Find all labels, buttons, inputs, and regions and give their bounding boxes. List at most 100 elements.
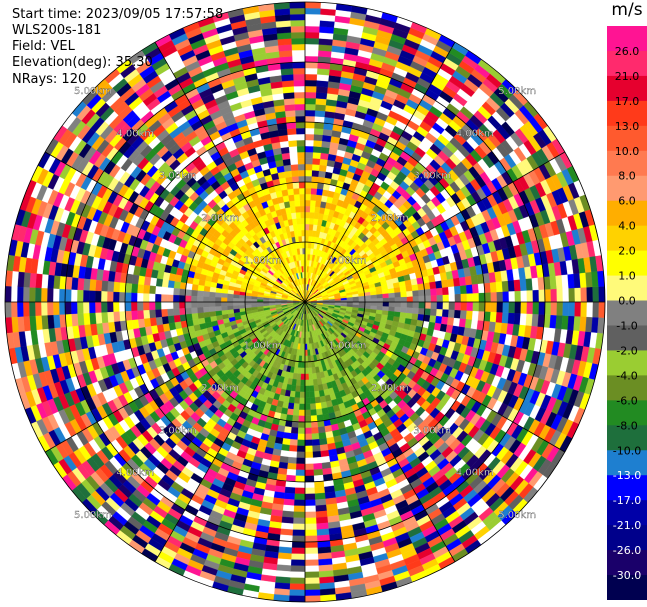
velocity-gate <box>318 426 326 434</box>
velocity-gate <box>299 343 303 351</box>
velocity-gate <box>238 301 246 306</box>
velocity-gate <box>289 583 306 591</box>
velocity-gate <box>191 313 199 320</box>
velocity-gate <box>435 280 443 289</box>
velocity-gate <box>214 297 222 303</box>
velocity-gate <box>299 403 306 411</box>
velocity-gate <box>172 294 180 303</box>
velocity-gate <box>232 294 240 299</box>
velocity-gate <box>400 291 408 298</box>
velocity-gate <box>289 7 306 15</box>
velocity-gate <box>292 188 300 195</box>
velocity-gate <box>58 288 66 303</box>
velocity-gate <box>185 289 192 297</box>
velocity-gate <box>284 104 296 112</box>
velocity-gate <box>291 553 306 561</box>
velocity-gate <box>496 291 504 303</box>
velocity-gate <box>304 25 320 33</box>
velocity-gate <box>307 241 312 249</box>
velocity-gate <box>287 408 294 416</box>
velocity-gate <box>304 49 319 57</box>
velocity-gate <box>465 284 473 294</box>
velocity-gate <box>304 37 319 45</box>
velocity-gate <box>291 176 299 183</box>
velocity-gate <box>289 589 306 597</box>
velocity-gate <box>250 296 258 300</box>
velocity-gate <box>70 301 78 315</box>
velocity-gate <box>297 157 306 165</box>
velocity-gate <box>101 280 109 292</box>
velocity-gate <box>95 279 103 292</box>
velocity-gate <box>448 286 455 295</box>
velocity-gate <box>289 445 298 452</box>
velocity-gate <box>154 301 162 311</box>
velocity-gate <box>304 529 318 537</box>
velocity-gate <box>89 312 97 325</box>
velocity-gate <box>316 408 323 416</box>
velocity-gate <box>142 301 150 311</box>
velocity-gate <box>294 391 301 399</box>
velocity-gate <box>304 415 312 423</box>
velocity-gate <box>304 565 320 573</box>
velocity-gate <box>295 211 301 219</box>
velocity-gate <box>304 373 310 381</box>
velocity-gate <box>304 133 314 141</box>
velocity-gate <box>291 541 306 549</box>
velocity-gate <box>298 415 306 423</box>
velocity-gate <box>315 92 328 100</box>
velocity-gate <box>309 385 315 393</box>
velocity-gate <box>304 193 311 201</box>
velocity-gate <box>197 312 205 320</box>
velocity-gate <box>160 294 168 303</box>
velocity-gate <box>300 223 306 231</box>
velocity-gate <box>185 307 192 315</box>
velocity-gate <box>507 279 515 292</box>
velocity-gate <box>47 315 55 330</box>
velocity-gate <box>304 361 309 369</box>
velocity-gate <box>502 291 510 303</box>
velocity-gate <box>447 278 455 288</box>
velocity-gate <box>406 296 414 303</box>
velocity-gate <box>284 110 296 118</box>
velocity-gate <box>312 146 322 153</box>
velocity-gate <box>297 427 306 435</box>
velocity-gate <box>304 451 314 459</box>
velocity-gate <box>101 312 109 324</box>
velocity-gate <box>291 37 306 45</box>
velocity-gate <box>568 287 576 303</box>
velocity-gate <box>314 110 326 118</box>
velocity-gate <box>316 188 323 196</box>
velocity-gate <box>314 206 321 214</box>
velocity-gate <box>28 287 36 303</box>
velocity-gate <box>532 289 540 303</box>
velocity-gate <box>40 288 48 303</box>
velocity-gate <box>83 278 91 291</box>
velocity-gate <box>137 284 145 294</box>
velocity-gate <box>94 290 102 303</box>
velocity-gate <box>352 299 360 303</box>
velocity-gate <box>418 295 426 303</box>
velocity-gate <box>167 280 175 289</box>
velocity-gate <box>202 296 210 303</box>
velocity-gate <box>95 312 103 325</box>
velocity-gate <box>202 306 210 313</box>
velocity-gate <box>293 79 306 87</box>
velocity-gate <box>307 253 311 261</box>
velocity-gate <box>318 170 326 178</box>
velocity-gate <box>314 486 326 494</box>
velocity-gate <box>310 188 318 195</box>
velocity-gate <box>143 310 151 320</box>
velocity-gate <box>281 74 294 82</box>
velocity-gate <box>294 499 306 507</box>
velocity-gate <box>453 277 461 287</box>
velocity-gate <box>161 279 169 288</box>
velocity-gate <box>388 292 396 298</box>
velocity-gate <box>256 296 264 300</box>
velocity-gate <box>77 313 85 326</box>
velocity-gate <box>304 541 319 549</box>
velocity-gate <box>295 127 306 135</box>
velocity-gate <box>311 421 319 428</box>
velocity-gate <box>318 38 333 46</box>
velocity-gate <box>312 439 321 446</box>
velocity-gate <box>304 169 313 177</box>
